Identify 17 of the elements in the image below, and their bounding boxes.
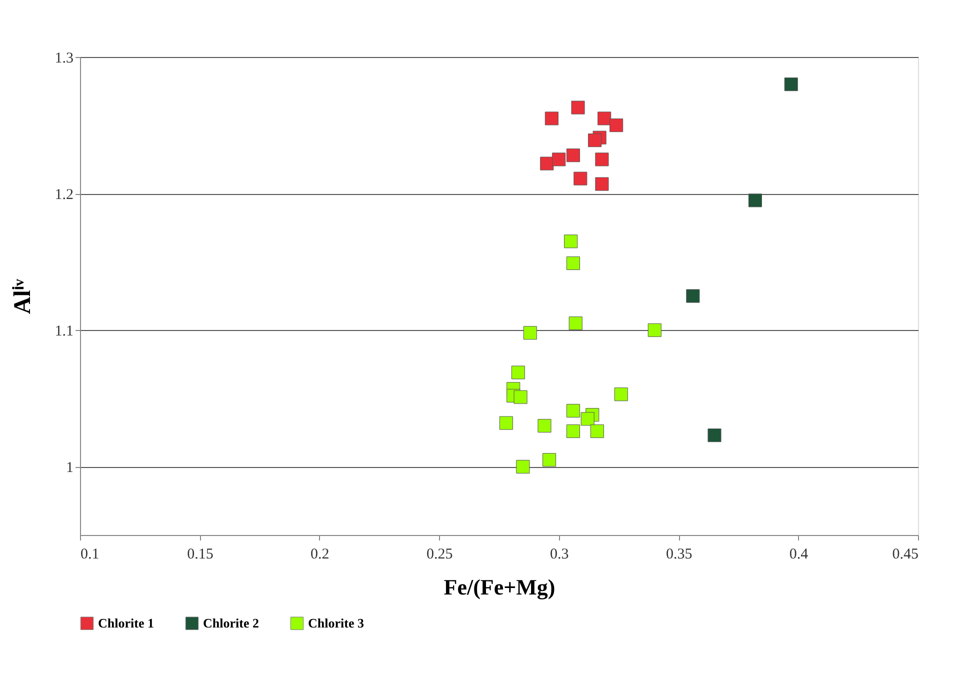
x-tick-label: 0.25 <box>426 546 453 562</box>
y-axis-title: Alⁱᵛ <box>10 278 36 314</box>
y-tick-label: 1.3 <box>54 50 74 66</box>
x-tick-label: 0.2 <box>310 546 330 562</box>
x-tick-label: 0.45 <box>892 546 918 562</box>
x-tick-label: 0.4 <box>789 546 809 562</box>
y-tick-label: 1 <box>66 460 74 476</box>
legend-label: Chlorite 3 <box>308 615 364 630</box>
x-tick-label: 0.1 <box>80 546 100 562</box>
y-tick-label: 1.2 <box>54 187 74 204</box>
x-tick-label: 0.35 <box>666 546 692 562</box>
y-tick-label: 1.1 <box>54 324 74 340</box>
legend-label: Chlorite 2 <box>203 615 259 630</box>
legend-label: Chlorite 1 <box>98 615 154 630</box>
x-tick-label: 0.3 <box>550 546 569 562</box>
x-tick-label: 0.15 <box>187 546 214 562</box>
x-axis-title: Fe/(Fe+Mg) <box>444 574 556 600</box>
